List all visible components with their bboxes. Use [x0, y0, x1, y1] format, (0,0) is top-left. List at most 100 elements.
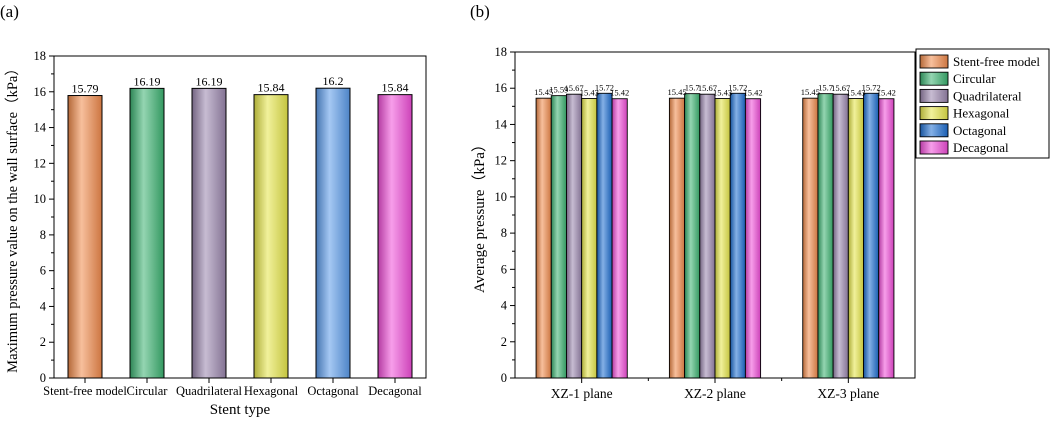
panel-b-value-label: 15.42 [743, 88, 762, 98]
panel-b-bar-xz-3-plane-octagonal [863, 92, 880, 379]
panel-b-x-axis: XZ-1 plane XZ-2 plane XZ-3 plane [551, 378, 879, 401]
panel-a-bar-circular [129, 87, 165, 379]
panel-a-value-label-octagonal: 16.2 [323, 74, 344, 88]
panel-b-value-label: 15.72 [728, 82, 747, 92]
panel-b-value-label: 15.67 [831, 83, 850, 93]
panel-b-value-label: 15.43 [713, 88, 732, 98]
panel-a-y-tick-label: 8 [40, 228, 46, 242]
panel-a-x-tick-label-octagonal: Octagonal [307, 384, 359, 398]
panel-b-value-label: 15.42 [610, 88, 629, 98]
panel-b-bar-xz-1-plane-octagonal [596, 92, 613, 379]
panel-b-bar-xz-3-plane-hexagonal [847, 98, 864, 379]
panel-a-x-tick-label-stent-free-model: Stent-free model [43, 384, 127, 398]
panel-b-value-label: 15.59 [549, 85, 568, 95]
panel-b-bar-xz-3-plane-circular [817, 93, 834, 379]
panel-a-y-tick-label: 0 [40, 371, 46, 385]
panel-b-bar-xz-1-plane-stent-free-model [535, 97, 552, 379]
panel-b-value-label: 15.72 [862, 82, 881, 92]
panel-a-y-axis-title: Maximum pressure value on the wall surfa… [4, 61, 21, 373]
panel-b-bar-xz-2-plane-octagonal [729, 92, 746, 379]
panel-a-y-tick-label: 2 [40, 335, 46, 349]
panel-b-y-tick-label: 18 [495, 45, 508, 59]
panel-a-y-axis: 0 2 4 6 8 10 12 14 16 18 [34, 49, 54, 385]
panel-b-bar-xz-3-plane-quadrilateral [832, 93, 849, 379]
panel-b-legend-swatch-circular [919, 71, 949, 86]
panel-b-y-tick-label: 4 [501, 299, 508, 313]
panel-a-x-tick-label-hexagonal: Hexagonal [244, 384, 299, 398]
panel-b-value-label: 15.43 [846, 88, 865, 98]
panel-b-bar-xz-1-plane-quadrilateral [566, 93, 583, 379]
panel-b-legend-label-hexagonal: Hexagonal [953, 106, 1010, 121]
panel-b-value-label: 15.7 [685, 83, 700, 93]
panel-b-x-tick-label-xz-2-plane: XZ-2 plane [684, 386, 746, 401]
panel-b-bar-xz-3-plane-stent-free-model [802, 97, 819, 379]
panel-a-y-tick-label: 14 [34, 121, 47, 135]
panel-b-legend-swatch-hexagonal [919, 106, 949, 121]
panel-a-bar-quadrilateral [191, 87, 227, 379]
panel-b-value-label: 15.67 [565, 83, 584, 93]
panel-a-value-label-circular: 16.19 [134, 74, 161, 88]
panel-a-bar-hexagonal [253, 94, 289, 379]
panel-b-y-tick-label: 6 [501, 262, 507, 276]
panel-b-bar-xz-1-plane-decagonal [611, 98, 628, 379]
panel-b-y-tick-label: 16 [495, 81, 508, 95]
panel-b-legend-label-octagonal: Octagonal [953, 123, 1007, 138]
panel-b-y-tick-label: 10 [495, 190, 508, 204]
panel-a-value-labels: 15.79 16.19 16.19 15.84 16.2 15.84 [72, 74, 409, 95]
panel-b-value-label: 15.43 [580, 88, 599, 98]
panel-b-y-axis-title: Average pressure（kPa） [471, 137, 488, 293]
panel-b-bar-xz-2-plane-stent-free-model [668, 97, 686, 379]
panel-a-x-axis: Stent-free model Circular Quadrilateral Hex… [43, 378, 422, 398]
panel-a-x-tick-label-decagonal: Decagonal [368, 384, 422, 398]
panel-b-value-label: 15.45 [534, 87, 553, 97]
panel-b-x-tick-label-xz-3-plane: XZ-3 plane [817, 386, 879, 401]
panel-a-value-label-stent-free-model: 15.79 [72, 82, 99, 96]
panel-b-bar-xz-2-plane-quadrilateral [699, 93, 716, 379]
panel-a-y-tick-label: 16 [34, 85, 47, 99]
panel-a-value-label-decagonal: 15.84 [382, 81, 409, 95]
panel-b-legend-label-stent-free-model: Stent-free model [953, 54, 1040, 69]
panel-b-legend: Stent-free model Circular Quadrilateral Hex… [915, 48, 1050, 159]
panel-a-bars [67, 87, 413, 379]
panel-b-value-label: 15.42 [877, 88, 896, 98]
panel-a-y-tick-label: 4 [40, 299, 47, 313]
panel-b-value-label: 15.45 [667, 87, 686, 97]
panel-b-y-tick-label: 12 [495, 154, 508, 168]
panel-b-bar-xz-2-plane-decagonal [744, 98, 762, 379]
panel-a-y-tick-label: 18 [34, 49, 47, 63]
panel-a-x-tick-label-quadrilateral: Quadrilateral [176, 384, 242, 398]
panel-a-y-tick-label: 10 [34, 192, 47, 206]
panel-b-bar-xz-2-plane-circular [684, 93, 701, 379]
panel-a-x-axis-title: Stent type [210, 402, 271, 418]
panel-b-value-label: 15.72 [595, 82, 614, 92]
panel-a-y-tick-label: 6 [40, 264, 46, 278]
panel-b-x-tick-label-xz-1-plane: XZ-1 plane [551, 386, 613, 401]
panel-b-bar-xz-1-plane-circular [550, 95, 567, 379]
panel-b-y-tick-label: 8 [501, 226, 507, 240]
panel-b-legend-swatch-decagonal [919, 140, 949, 155]
panel-a: (a) 15.79 16.19 16.19 15.84 16.2 15.84 0 2 4 6 8 1… [0, 2, 427, 418]
panel-b-legend-label-quadrilateral: Quadrilateral [953, 88, 1022, 103]
panel-a-bar-decagonal [377, 94, 413, 379]
panel-a-bar-octagonal [315, 87, 351, 379]
panel-b-y-tick-label: 2 [501, 335, 507, 349]
panel-a-value-label-quadrilateral: 16.19 [196, 74, 223, 88]
panel-b-value-label: 15.7 [818, 83, 833, 93]
panel-b-bar-xz-1-plane-hexagonal [581, 98, 598, 379]
panel-b-value-label: 15.67 [698, 83, 717, 93]
panel-b-bars [535, 92, 895, 379]
panel-a-bar-stent-free-model [67, 95, 103, 379]
panel-a-x-tick-label-circular: Circular [127, 384, 169, 398]
panel-b-bar-xz-3-plane-decagonal [878, 98, 895, 379]
panel-b-legend-label-circular: Circular [953, 71, 996, 86]
panel-b-legend-swatch-stent-free-model [919, 54, 949, 69]
panel-b-bar-xz-2-plane-hexagonal [714, 98, 731, 379]
panel-b-y-tick-label: 0 [501, 371, 507, 385]
panel-a-plot-frame [53, 55, 427, 379]
panel-b-legend-label-decagonal: Decagonal [953, 140, 1009, 155]
panel-b-y-tick-label: 14 [495, 117, 508, 131]
panel-a-label: (a) [0, 2, 19, 21]
